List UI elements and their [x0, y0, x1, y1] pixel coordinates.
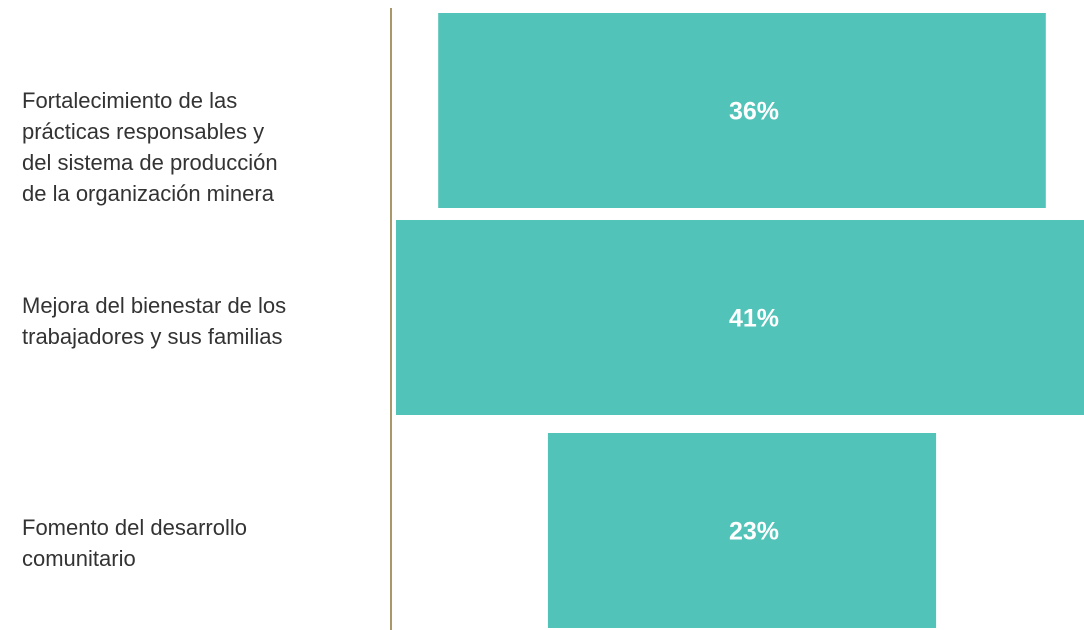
bar-value-label-3: 23% [729, 518, 779, 546]
bar-value-label-1: 36% [729, 98, 779, 126]
bar-2 [396, 220, 1084, 415]
category-label-2: Mejora del bienestar de los trabajadores… [22, 293, 287, 349]
category-label-1: Fortalecimiento de las prácticas respons… [22, 88, 278, 206]
bar-3 [547, 433, 937, 628]
bar-value-label-2: 41% [729, 305, 779, 333]
bars-group: 36% 41% 23% [396, 13, 1084, 628]
bar-1 [438, 13, 1046, 208]
category-label-3: Fomento del desarrollo comunitario [22, 515, 248, 571]
